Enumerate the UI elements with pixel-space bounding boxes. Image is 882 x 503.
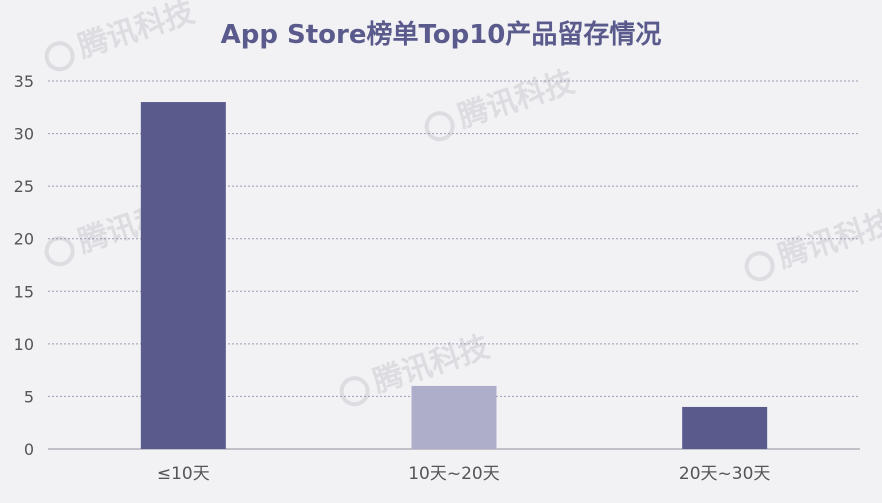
y-tick-label-5: 5 xyxy=(24,387,34,406)
y-tick-label-10: 10 xyxy=(14,335,34,354)
bar-2 xyxy=(411,385,497,449)
x-tick-label-2: 10天~20天 xyxy=(408,464,500,484)
y-tick-label-20: 20 xyxy=(14,230,34,249)
y-tick-label-35: 35 xyxy=(14,72,34,91)
y-tick-label-30: 30 xyxy=(14,125,34,144)
bar-1 xyxy=(140,102,226,450)
y-tick-label-25: 25 xyxy=(14,177,34,196)
bar-3 xyxy=(682,406,768,449)
y-tick-label-15: 15 xyxy=(14,282,34,301)
y-tick-label-0: 0 xyxy=(24,440,34,459)
chart-title: App Store榜单Top10产品留存情况 xyxy=(220,20,662,50)
x-tick-label-3: 20天~30天 xyxy=(679,464,771,484)
x-tick-label-1: ≤10天 xyxy=(157,464,210,484)
